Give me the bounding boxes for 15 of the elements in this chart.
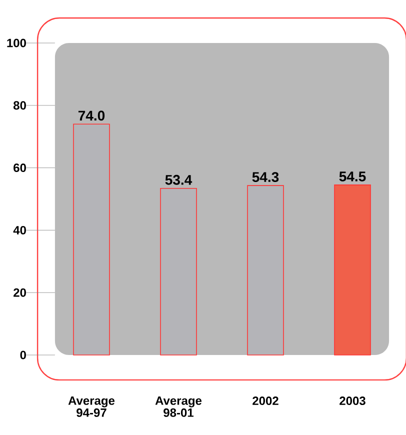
y-tick-label: 60 — [14, 164, 26, 172]
x-tick-label: 2003 — [340, 396, 366, 406]
data-label: 74.0 — [78, 110, 105, 121]
data-label: 53.4 — [165, 174, 192, 185]
y-tick-label: 0 — [20, 350, 26, 360]
x-tick-label: 2002 — [252, 396, 278, 406]
y-tick-label: 40 — [13, 226, 26, 234]
bar — [334, 184, 371, 356]
y-tick-label: 80 — [13, 101, 26, 110]
x-tick-label: Average 94-97 — [68, 396, 115, 417]
y-tick-label: 20 — [14, 288, 26, 297]
x-tick-label: Average 98-01 — [155, 396, 202, 417]
y-tick-label: 100 — [7, 38, 26, 48]
data-label: 54.3 — [252, 172, 279, 182]
data-label: 54.5 — [339, 172, 366, 182]
